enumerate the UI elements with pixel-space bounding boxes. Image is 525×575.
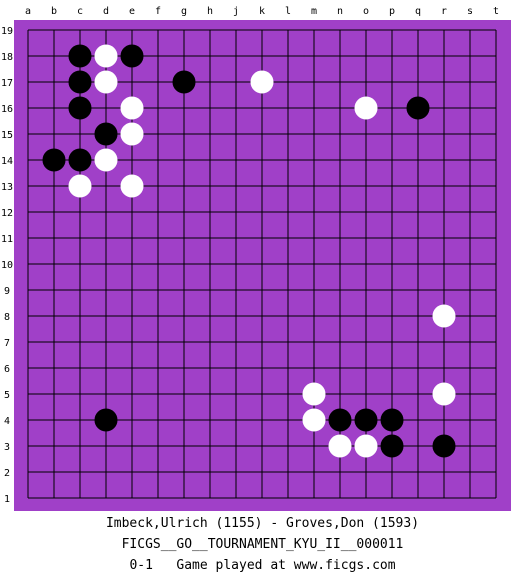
row-label: 15 — [1, 130, 13, 141]
black-stone-d15[interactable] — [94, 122, 118, 146]
black-stone-g17[interactable] — [172, 70, 196, 94]
stones-layer — [42, 44, 456, 458]
white-stone-o3[interactable] — [354, 434, 378, 458]
white-stone-e13[interactable] — [120, 174, 144, 198]
white-stone-k17[interactable] — [250, 70, 274, 94]
white-stone-d18[interactable] — [94, 44, 118, 68]
column-label: l — [285, 6, 291, 17]
column-label: c — [77, 6, 83, 17]
row-label: 4 — [4, 416, 10, 427]
row-label: 16 — [1, 104, 13, 115]
white-stone-e16[interactable] — [120, 96, 144, 120]
column-label: p — [389, 6, 395, 17]
white-stone-r8[interactable] — [432, 304, 456, 328]
row-label: 11 — [1, 234, 13, 245]
black-stone-q16[interactable] — [406, 96, 430, 120]
white-stone-n3[interactable] — [328, 434, 352, 458]
column-label: g — [181, 6, 187, 17]
black-stone-d4[interactable] — [94, 408, 118, 432]
white-stone-d14[interactable] — [94, 148, 118, 172]
players-caption: Imbeck,Ulrich (1155) - Groves,Don (1593) — [105, 516, 420, 531]
column-label: f — [155, 6, 161, 17]
black-stone-b14[interactable] — [42, 148, 66, 172]
column-label: s — [467, 6, 473, 17]
black-stone-p3[interactable] — [380, 434, 404, 458]
black-stone-p4[interactable] — [380, 408, 404, 432]
column-label: a — [25, 6, 31, 17]
row-label: 5 — [4, 390, 10, 401]
row-label: 10 — [1, 260, 13, 271]
column-label: k — [259, 6, 265, 17]
row-label: 17 — [1, 78, 13, 89]
row-label: 2 — [4, 468, 10, 479]
column-label: b — [51, 6, 57, 17]
row-label: 18 — [1, 52, 13, 63]
black-stone-o4[interactable] — [354, 408, 378, 432]
black-stone-c16[interactable] — [68, 96, 92, 120]
row-label: 8 — [4, 312, 10, 323]
white-stone-d17[interactable] — [94, 70, 118, 94]
black-stone-r3[interactable] — [432, 434, 456, 458]
white-stone-o16[interactable] — [354, 96, 378, 120]
white-stone-m5[interactable] — [302, 382, 326, 406]
black-stone-c18[interactable] — [68, 44, 92, 68]
tournament-caption: FICGS__GO__TOURNAMENT_KYU_II__000011 — [121, 537, 404, 552]
row-label: 3 — [4, 442, 10, 453]
column-label: n — [337, 6, 343, 17]
black-stone-e18[interactable] — [120, 44, 144, 68]
column-label: r — [441, 6, 447, 17]
column-label: t — [493, 6, 499, 17]
row-label: 9 — [4, 286, 10, 297]
black-stone-n4[interactable] — [328, 408, 352, 432]
column-label: q — [415, 6, 421, 17]
column-label: h — [207, 6, 213, 17]
white-stone-e15[interactable] — [120, 122, 144, 146]
row-labels-left: 19 18 17 16 15 14 13 12 11 10 9 8 7 6 5 4 3 2 1 — [1, 26, 13, 505]
white-stone-r5[interactable] — [432, 382, 456, 406]
black-stone-c17[interactable] — [68, 70, 92, 94]
row-label: 14 — [1, 156, 13, 167]
row-label: 1 — [4, 494, 10, 505]
row-label: 12 — [1, 208, 13, 219]
column-label: j — [233, 6, 239, 17]
column-label: m — [311, 6, 317, 17]
column-label: e — [129, 6, 135, 17]
row-label: 7 — [4, 338, 10, 349]
result-caption: 0-1 Game played at www.ficgs.com — [129, 558, 396, 573]
column-label: d — [103, 6, 109, 17]
row-label: 6 — [4, 364, 10, 375]
column-label: o — [363, 6, 369, 17]
white-stone-m4[interactable] — [302, 408, 326, 432]
black-stone-c14[interactable] — [68, 148, 92, 172]
row-label: 19 — [1, 26, 13, 37]
white-stone-c13[interactable] — [68, 174, 92, 198]
row-label: 13 — [1, 182, 13, 193]
